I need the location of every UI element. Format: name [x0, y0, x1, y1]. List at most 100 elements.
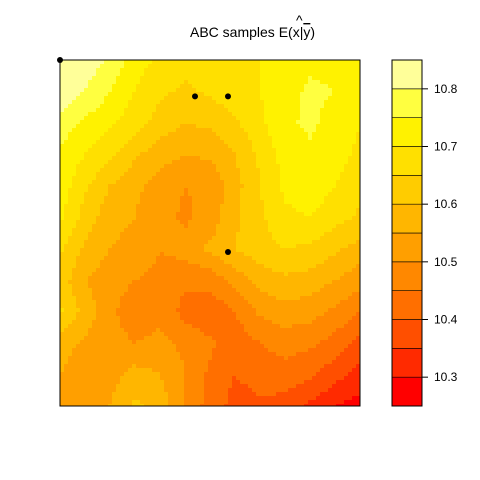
contour-cell	[148, 188, 153, 193]
contour-cell	[252, 100, 257, 105]
contour-cell	[244, 144, 249, 149]
contour-cell	[116, 164, 121, 169]
contour-cell	[84, 216, 89, 221]
contour-cell	[80, 68, 85, 73]
contour-cell	[212, 284, 217, 289]
contour-cell	[260, 164, 265, 169]
contour-cell	[60, 148, 65, 153]
contour-cell	[212, 124, 217, 129]
contour-cell	[148, 96, 153, 101]
contour-cell	[356, 296, 360, 301]
contour-cell	[316, 304, 321, 309]
contour-cell	[252, 184, 257, 189]
contour-cell	[188, 280, 193, 285]
contour-cell	[252, 200, 257, 205]
contour-cell	[136, 156, 141, 161]
contour-cell	[268, 104, 273, 109]
contour-cell	[236, 320, 241, 325]
contour-cell	[72, 280, 77, 285]
contour-cell	[140, 104, 145, 109]
contour-cell	[244, 160, 249, 165]
contour-cell	[168, 172, 173, 177]
contour-cell	[64, 72, 69, 77]
contour-cell	[276, 120, 281, 125]
contour-cell	[288, 160, 293, 165]
contour-cell	[312, 188, 317, 193]
contour-cell	[88, 176, 93, 181]
contour-cell	[64, 92, 69, 97]
contour-cell	[272, 252, 277, 257]
contour-cell	[256, 272, 261, 277]
contour-cell	[280, 116, 285, 121]
contour-cell	[104, 152, 109, 157]
contour-cell	[252, 244, 257, 249]
contour-cell	[224, 260, 229, 265]
contour-cell	[352, 312, 357, 317]
contour-cell	[128, 108, 133, 113]
contour-cell	[196, 68, 201, 73]
contour-cell	[200, 104, 205, 109]
contour-cell	[352, 192, 357, 197]
contour-cell	[272, 140, 277, 145]
contour-cell	[292, 236, 297, 241]
contour-cell	[264, 256, 269, 261]
contour-cell	[232, 184, 237, 189]
contour-cell	[172, 208, 177, 213]
contour-cell	[64, 76, 69, 81]
contour-cell	[200, 180, 205, 185]
contour-cell	[172, 84, 177, 89]
contour-cell	[232, 124, 237, 129]
contour-cell	[92, 164, 97, 169]
contour-cell	[284, 264, 289, 269]
contour-cell	[312, 288, 317, 293]
contour-cell	[112, 156, 117, 161]
contour-cell	[244, 296, 249, 301]
contour-cell	[188, 76, 193, 81]
contour-cell	[184, 256, 189, 261]
contour-cell	[76, 128, 81, 133]
contour-cell	[328, 204, 333, 209]
contour-cell	[296, 140, 301, 145]
contour-cell	[160, 260, 165, 265]
contour-cell	[216, 216, 221, 221]
contour-cell	[244, 288, 249, 293]
contour-cell	[248, 92, 253, 97]
contour-cell	[120, 132, 125, 137]
contour-cell	[72, 64, 77, 69]
contour-cell	[236, 88, 241, 93]
contour-cell	[256, 220, 261, 225]
contour-cell	[348, 236, 353, 241]
contour-cell	[144, 268, 149, 273]
contour-cell	[68, 212, 73, 217]
contour-cell	[220, 168, 225, 173]
contour-cell	[96, 140, 101, 145]
contour-cell	[248, 192, 253, 197]
contour-cell	[288, 196, 293, 201]
contour-cell	[240, 228, 245, 233]
contour-cell	[92, 292, 97, 297]
contour-cell	[172, 132, 177, 137]
contour-cell	[312, 124, 317, 129]
contour-cell	[184, 128, 189, 133]
contour-cell	[132, 272, 137, 277]
contour-cell	[196, 188, 201, 193]
contour-cell	[160, 120, 165, 125]
contour-cell	[68, 116, 73, 121]
contour-cell	[176, 296, 181, 301]
contour-cell	[316, 228, 321, 233]
contour-cell	[72, 208, 77, 213]
contour-cell	[256, 76, 261, 81]
contour-cell	[184, 88, 189, 93]
contour-cell	[72, 156, 77, 161]
contour-cell	[324, 216, 329, 221]
contour-cell	[104, 248, 109, 253]
contour-cell	[308, 188, 313, 193]
contour-cell	[72, 144, 77, 149]
contour-cell	[200, 260, 205, 265]
contour-cell	[72, 320, 77, 325]
contour-cell	[312, 300, 317, 305]
contour-cell	[304, 240, 309, 245]
contour-cell	[136, 184, 141, 189]
contour-cell	[292, 220, 297, 225]
contour-cell	[312, 132, 317, 137]
